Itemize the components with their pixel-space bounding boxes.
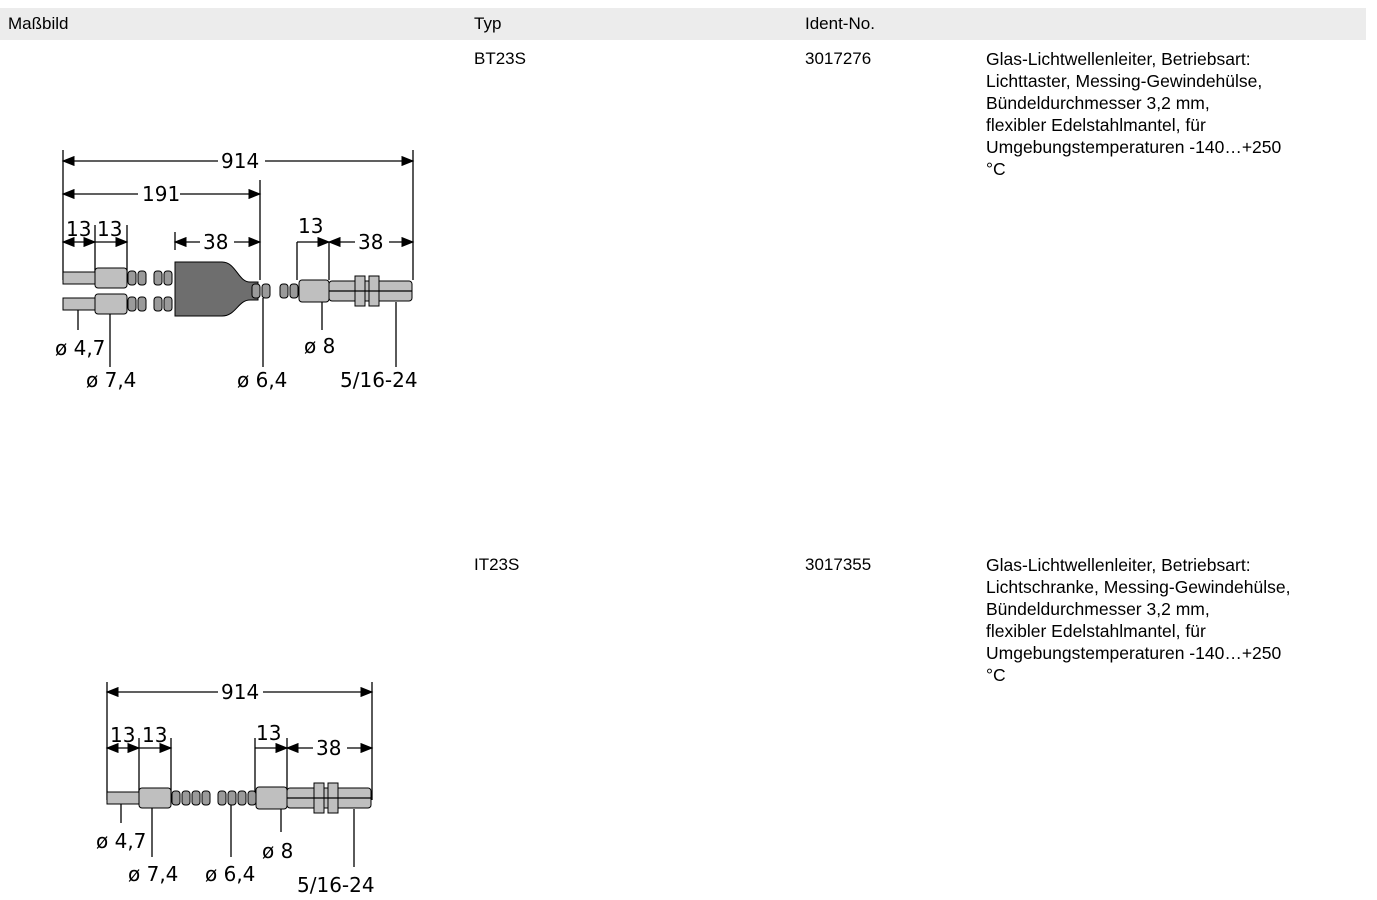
dimension-drawing-it23s: 914 13 13 13 38 ø 4,7 ø 7,4 ø 6,4 ø 8 5/… [96, 680, 375, 897]
dia-cable: ø 6,4 [237, 368, 287, 392]
description-line: Bündeldurchmesser 3,2 mm, [986, 599, 1210, 619]
header-ident: Ident-No. [805, 14, 875, 33]
dim-seg-d: 13 [256, 721, 281, 745]
description-line: °C [986, 159, 1006, 179]
description-line: flexibler Edelstahlmantel, für [986, 621, 1206, 641]
dim-seg-b: 13 [142, 723, 167, 747]
header-type: Typ [474, 14, 502, 33]
dia-ferrule: ø 8 [304, 334, 335, 358]
dim-seg-e: 38 [358, 230, 383, 254]
thread-spec: 5/16-24 [340, 368, 418, 392]
dim-seg-d: 13 [298, 214, 323, 238]
description-line: Lichtschranke, Messing-Gewindehülse, [986, 577, 1291, 597]
description-line: °C [986, 665, 1006, 685]
product-description: Glas-Lichtwellenleiter, Betriebsart: Lic… [986, 48, 1371, 180]
dim-total: 914 [221, 680, 259, 704]
header-drawing: Maßbild [8, 14, 69, 33]
product-ident: 3017276 [805, 49, 872, 68]
dim-split: 191 [142, 182, 180, 206]
dia-ferrule: ø 8 [262, 839, 293, 863]
thread-spec: 5/16-24 [297, 873, 375, 897]
description-line: Lichttaster, Messing-Gewindehülse, [986, 71, 1263, 91]
dim-seg-a: 13 [110, 723, 135, 747]
description-line: Umgebungstemperaturen -140…+250 [986, 643, 1282, 663]
dia-sleeve: ø 7,4 [128, 862, 178, 886]
dia-sleeve: ø 7,4 [86, 368, 136, 392]
dim-seg-e: 38 [316, 736, 341, 760]
description-line: Glas-Lichtwellenleiter, Betriebsart: [986, 49, 1251, 69]
dia-tip: ø 4,7 [55, 336, 105, 360]
product-ident: 3017355 [805, 555, 872, 574]
description-line: flexibler Edelstahlmantel, für [986, 115, 1206, 135]
product-description: Glas-Lichtwellenleiter, Betriebsart: Lic… [986, 554, 1371, 686]
dim-seg-c: 38 [203, 230, 228, 254]
dim-seg-b: 13 [97, 217, 122, 241]
dia-tip: ø 4,7 [96, 829, 146, 853]
dia-cable: ø 6,4 [205, 862, 255, 886]
dim-total: 914 [221, 149, 259, 173]
dim-seg-a: 13 [66, 217, 91, 241]
description-line: Bündeldurchmesser 3,2 mm, [986, 93, 1210, 113]
product-type: IT23S [474, 555, 520, 574]
description-line: Glas-Lichtwellenleiter, Betriebsart: [986, 555, 1251, 575]
product-type: BT23S [474, 49, 526, 68]
description-line: Umgebungstemperaturen -140…+250 [986, 137, 1282, 157]
table-header [0, 8, 1366, 40]
dimension-drawing-bt23s: 914 191 13 13 38 13 38 ø 4,7 [55, 149, 418, 392]
